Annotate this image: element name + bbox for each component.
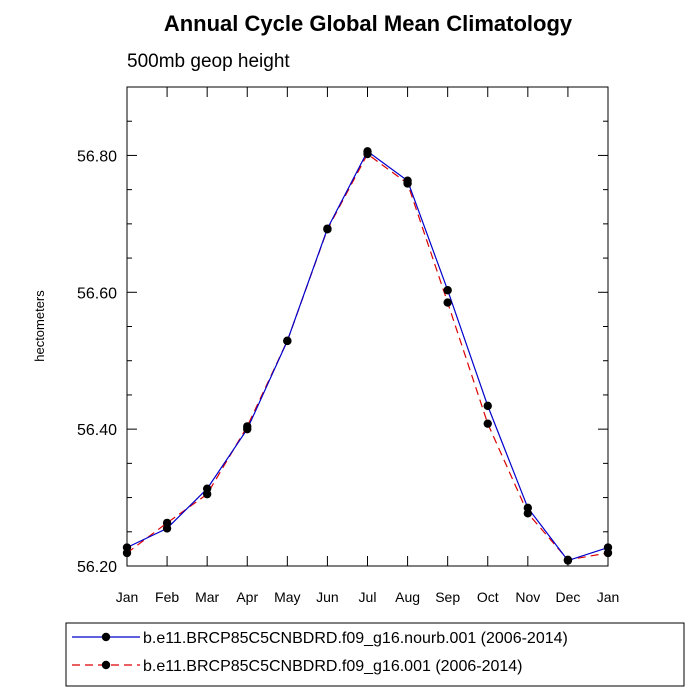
y-tick-label: 56.40 bbox=[77, 422, 117, 439]
plot-frame bbox=[126, 86, 609, 567]
data-point-series-2 bbox=[243, 422, 252, 431]
series-line-2 bbox=[126, 153, 609, 561]
series-line-1 bbox=[126, 150, 609, 562]
x-tick-label: Apr bbox=[236, 589, 258, 605]
x-tick-label: Oct bbox=[477, 589, 499, 605]
data-point-series-2 bbox=[323, 225, 332, 234]
data-point-series-2 bbox=[523, 509, 533, 518]
legend-marker-2 bbox=[101, 660, 111, 670]
series-layer bbox=[122, 147, 613, 565]
data-point-series-2 bbox=[283, 336, 292, 346]
y-tick-label: 56.60 bbox=[77, 285, 117, 302]
x-tick-label: Jan bbox=[597, 589, 620, 605]
chart-subtitle: 500mb geop height bbox=[127, 51, 290, 72]
x-tick-label: Aug bbox=[395, 589, 420, 605]
y-tick-label: 56.80 bbox=[77, 148, 117, 165]
data-point-series-2 bbox=[563, 555, 573, 565]
data-point-series-2 bbox=[363, 149, 372, 159]
data-point-series-2 bbox=[603, 548, 613, 558]
legend-label-1: b.e11.BRCP85C5CNBDRD.f09_g16.nourb.001 (… bbox=[143, 630, 568, 647]
y-ticks: 56.20 56.40 56.60 56.80 bbox=[77, 86, 608, 576]
legend-box bbox=[65, 622, 685, 687]
x-tick-label: Jul bbox=[359, 589, 377, 605]
x-tick-label: Jun bbox=[316, 589, 339, 605]
data-point-series-2 bbox=[202, 489, 212, 499]
x-tick-label: Mar bbox=[195, 589, 219, 605]
data-point-series-2 bbox=[443, 298, 452, 307]
data-point-series-1 bbox=[443, 286, 452, 295]
y-tick-label: 56.20 bbox=[77, 559, 117, 576]
legend-label-2: b.e11.BRCP85C5CNBDRD.f09_g16.001 (2006-2… bbox=[143, 658, 522, 675]
data-point-series-2 bbox=[403, 179, 412, 188]
data-point-series-1 bbox=[483, 401, 492, 411]
x-tick-label: Jan bbox=[116, 589, 139, 605]
x-ticks: Jan Feb Mar Apr May Jun Jul Aug Sep Oct Nov Dec Jan bbox=[116, 87, 620, 605]
data-point-series-2 bbox=[122, 548, 132, 558]
x-tick-label: May bbox=[274, 589, 300, 605]
legend-marker-1 bbox=[101, 632, 111, 642]
legend: b.e11.BRCP85C5CNBDRD.f09_g16.nourb.001 (… bbox=[72, 630, 568, 675]
x-tick-label: Dec bbox=[555, 589, 580, 605]
data-point-series-2 bbox=[162, 518, 172, 528]
y-axis-label: hectometers bbox=[32, 290, 47, 362]
x-tick-label: Nov bbox=[515, 589, 540, 605]
x-tick-label: Feb bbox=[155, 589, 179, 605]
x-tick-label: Sep bbox=[435, 589, 460, 605]
data-point-series-2 bbox=[483, 419, 492, 428]
chart-title: Annual Cycle Global Mean Climatology bbox=[164, 11, 573, 36]
